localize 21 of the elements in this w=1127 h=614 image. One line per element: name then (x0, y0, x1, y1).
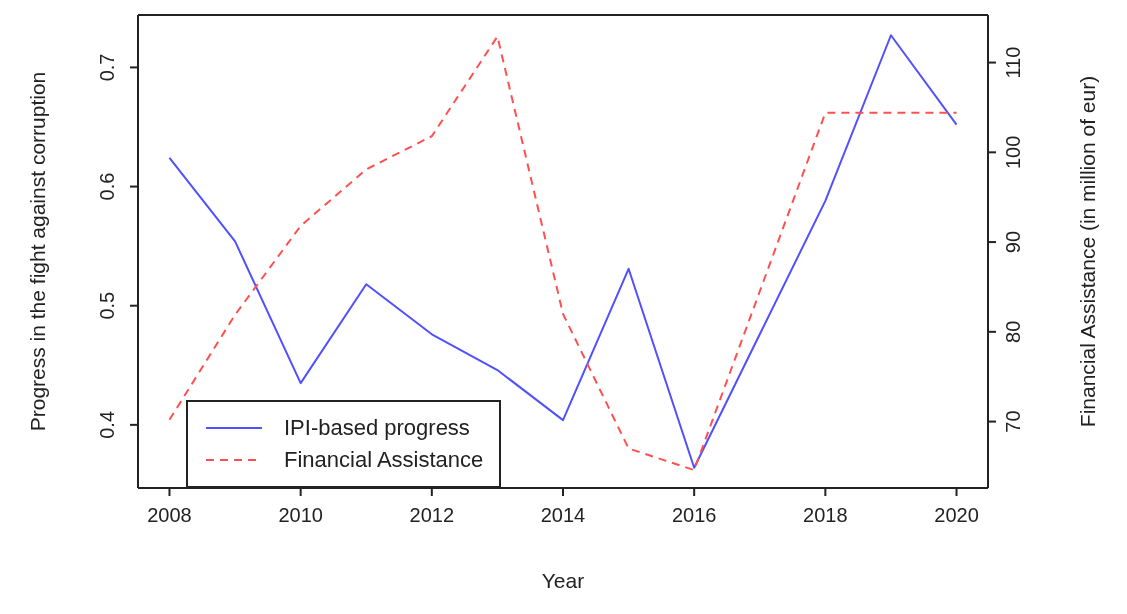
y2-tick-label: 100 (1002, 135, 1024, 170)
legend-label: IPI-based progress (284, 414, 470, 442)
y-tick-label: 0.7 (96, 53, 118, 82)
legend-label: Financial Assistance (284, 446, 484, 474)
y2-tick-label: 80 (1002, 320, 1024, 343)
y2-tick-label: 110 (1002, 46, 1024, 79)
x-tick-label: 2008 (147, 504, 192, 527)
y-axis-title: Progress in the fight against corruption (26, 71, 50, 432)
y2-tick-label: 90 (1002, 230, 1024, 254)
y2-axis-title: Financial Assistance (in million of eur) (1076, 75, 1100, 428)
x-tick-label: 2010 (278, 504, 323, 527)
y-tick-label: 0.6 (96, 172, 118, 201)
x-tick-label: 2020 (934, 504, 979, 527)
y2-tick-label: 70 (1002, 410, 1024, 433)
x-tick-label: 2012 (409, 504, 455, 527)
x-tick-label: 2016 (671, 504, 717, 527)
y-tick-label: 0.4 (96, 410, 118, 439)
x-axis-title: Year (541, 569, 585, 592)
y-tick-label: 0.5 (96, 291, 118, 320)
x-tick-label: 2018 (803, 504, 848, 527)
x-tick-label: 2014 (540, 504, 586, 527)
